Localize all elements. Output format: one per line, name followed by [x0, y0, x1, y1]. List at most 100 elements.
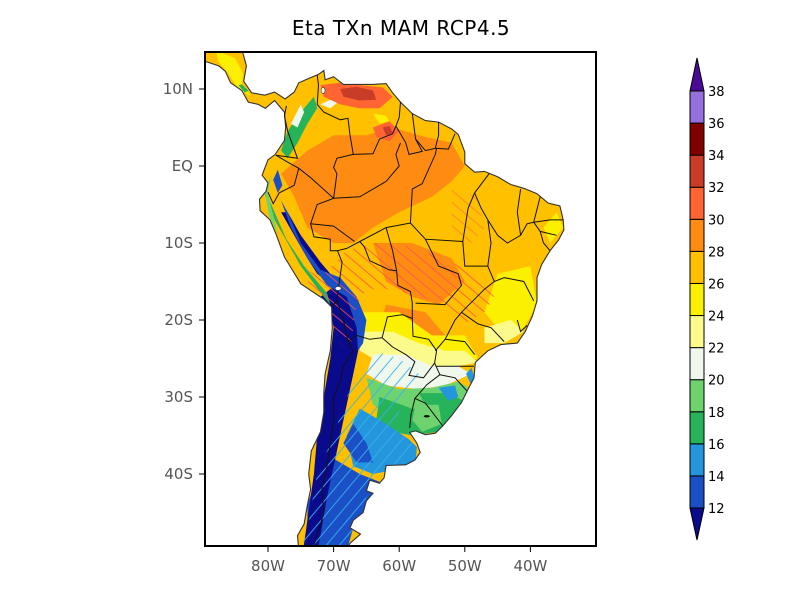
border-line-6 [267, 154, 300, 205]
border-line-3 [395, 113, 423, 155]
hatching-blue [294, 350, 419, 546]
border-line-26 [487, 265, 535, 302]
x-tick-label: 80W [251, 557, 285, 575]
colorbar-box-22-24 [689, 315, 705, 349]
colorbar: 12 14 16 18 20 22 24 26 28 30 32 34 36 38 [689, 57, 725, 541]
x-axis: 80W 70W 60W 50W 40W [251, 546, 548, 575]
colorbar-label: 12 [708, 502, 725, 517]
field-region-0 [281, 127, 465, 243]
border-line-30 [445, 338, 475, 355]
colorbar-label: 36 [708, 117, 725, 132]
colorbar-extend-bottom [689, 507, 705, 541]
hatching-red [300, 243, 495, 351]
colorbar-label: 18 [708, 406, 725, 421]
field-region-30 [215, 52, 252, 97]
border-line-12 [409, 398, 416, 428]
border-line-28 [461, 311, 505, 342]
border-line-19 [462, 173, 490, 242]
border-line-27 [434, 281, 495, 352]
colorbar-label: 34 [708, 149, 725, 164]
border-line-5 [435, 133, 456, 150]
chart-title: Eta TXn MAM RCP4.5 [0, 16, 800, 40]
colorbar-label: 16 [708, 438, 725, 453]
land-fields [205, 52, 564, 546]
colorbar-box-18-20 [689, 379, 705, 413]
y-tick-label: 20S [164, 311, 193, 329]
colorbar-label: 26 [708, 277, 725, 292]
border-line-9 [381, 318, 438, 379]
hatching-red-north [451, 189, 485, 243]
colorbar-label: 38 [708, 85, 725, 100]
colorbar-label: 22 [708, 342, 725, 357]
field-region-32 [412, 404, 442, 432]
colorbar-box-32-34 [689, 154, 705, 188]
border-line-0 [275, 105, 299, 159]
field-region-18 [274, 189, 367, 351]
colorbar-extend-top [689, 57, 705, 92]
map-fields [205, 52, 564, 546]
border-line-29 [516, 319, 528, 333]
border-line-25 [539, 231, 551, 252]
field-region-8 [484, 320, 524, 344]
field-region-26 [340, 86, 377, 101]
colorbar-box-26-28 [689, 250, 705, 284]
border-line-14 [333, 142, 401, 199]
border-line-1 [316, 75, 354, 199]
colorbar-box-34-36 [689, 122, 705, 156]
border-line-8 [336, 240, 413, 343]
chart-title-text: Eta TXn MAM RCP4.5 [291, 16, 511, 40]
border-line-13 [310, 223, 355, 242]
y-axis: 10N EQ 10S 20S 30S 40S [163, 80, 205, 483]
x-tick-label: 40W [513, 557, 547, 575]
field-region-22 [273, 169, 283, 193]
colorbar-box-24-26 [689, 282, 705, 317]
field-region-28 [382, 126, 393, 136]
border-line-17 [409, 148, 438, 224]
field-region-29 [373, 113, 390, 124]
field-region-33 [438, 385, 459, 401]
plot-frame [204, 51, 597, 547]
border-line-23 [533, 219, 564, 223]
border-line-18 [415, 238, 463, 306]
colorbar-label: 14 [708, 470, 725, 485]
colorbar-label: 24 [708, 310, 725, 325]
y-tick-label: EQ [172, 157, 193, 175]
field-region-23 [291, 104, 305, 128]
field-region-20 [264, 173, 278, 236]
country-borders [205, 52, 565, 546]
colorbar-box-20-22 [689, 347, 705, 381]
lake-maracaibo [320, 87, 326, 94]
border-line-21 [487, 189, 522, 244]
x-tick-label: 50W [448, 557, 482, 575]
colorbar-label: 30 [708, 213, 725, 228]
colorbar-box-14-16 [689, 443, 705, 477]
border-line-11 [414, 362, 443, 426]
border-line-10 [313, 319, 354, 546]
border-line-22 [520, 196, 541, 236]
y-tick-label: 10N [163, 80, 193, 98]
field-region-31 [238, 84, 249, 93]
border-line-2 [353, 102, 401, 155]
y-tick-label: 10S [164, 234, 193, 252]
colorbar-label: 32 [708, 181, 725, 196]
y-tick-label: 30S [164, 388, 193, 406]
colorbar-label: 28 [708, 245, 725, 260]
y-tick-label: 40S [164, 465, 193, 483]
colorbar-box-30-32 [689, 186, 705, 220]
colorbar-box-28-30 [689, 218, 705, 252]
border-line-20 [462, 192, 492, 267]
border-line-32 [439, 374, 468, 392]
x-tick-label: 70W [317, 557, 351, 575]
lake-titicaca [334, 286, 342, 291]
x-tick-label: 60W [382, 557, 416, 575]
border-line-16 [385, 227, 398, 271]
colorbar-label: 20 [708, 374, 725, 389]
field-region-4 [484, 266, 537, 336]
field-region-7 [359, 331, 478, 371]
colorbar-box-36-38 [689, 90, 705, 124]
field-region-21 [281, 96, 318, 159]
colorbar-box-12-14 [689, 475, 705, 509]
coastline [205, 52, 565, 546]
lake-dark-spot [423, 414, 430, 418]
